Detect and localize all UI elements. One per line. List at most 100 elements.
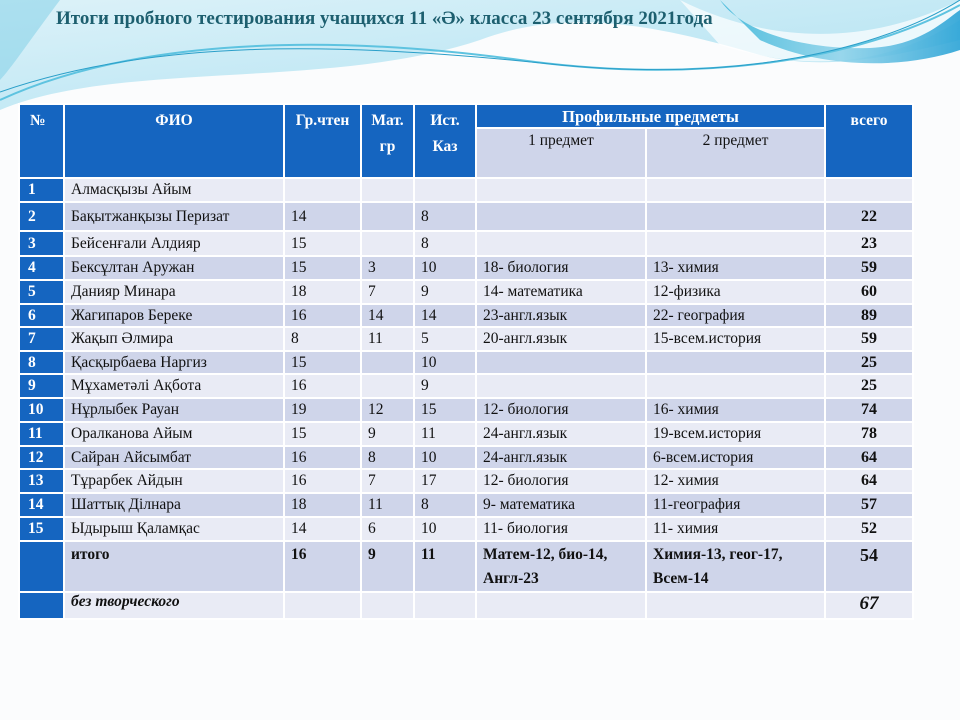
cell-name: Оралканова Айым (63, 421, 285, 447)
without-creative-row: без творческого 67 (18, 591, 915, 620)
page-title: Итоги пробного тестирования учащихся 11 … (56, 8, 713, 29)
cell-name: Жақып Әлмира (63, 326, 285, 352)
cell-name: Ыдырыш Қаламқас (63, 516, 285, 542)
table-row: 1 Алмасқызы Айым (18, 177, 915, 203)
cell-s1 (475, 177, 647, 203)
cell-num: 13 (18, 468, 65, 494)
cell-num: 7 (18, 326, 65, 352)
bez-cell-s1 (475, 591, 647, 620)
cell-total: 64 (824, 468, 915, 494)
cell-total: 59 (824, 255, 915, 281)
table-row: 2 Бақытжанқызы Перизат 14 8 22 (18, 201, 915, 232)
cell-history: 8 (413, 230, 477, 257)
cell-reading: 14 (283, 516, 362, 542)
cell-reading: 8 (283, 326, 362, 352)
header-total: всего (824, 103, 915, 179)
cell-total: 59 (824, 326, 915, 352)
cell-s2 (644, 373, 827, 399)
cell-math: 14 (360, 303, 415, 328)
cell-name: Тұрарбек Айдын (63, 468, 285, 494)
table-row: 13 Тұрарбек Айдын 16 7 17 12- биология 12- хим… (18, 468, 915, 494)
cell-name: Қасқырбаева Наргиз (63, 350, 285, 375)
cell-reading (283, 177, 362, 203)
cell-math: 12 (360, 397, 415, 423)
cell-math: 6 (360, 516, 415, 542)
cell-reading: 16 (283, 303, 362, 328)
cell-reading: 16 (283, 373, 362, 399)
cell-reading: 15 (283, 350, 362, 375)
cell-num: 8 (18, 350, 65, 375)
total-cell-reading: 16 (283, 540, 362, 593)
cell-reading: 15 (283, 230, 362, 257)
table-row: 12 Сайран Айсымбат 16 8 10 24-англ.язык 6-всем… (18, 445, 915, 470)
cell-s1: 12- биология (475, 397, 647, 423)
table-body: 1 Алмасқызы Айым 2 Бақытжанқызы Перизат 14 8 2… (18, 177, 915, 620)
cell-s2 (644, 350, 827, 375)
cell-num: 10 (18, 397, 65, 423)
cell-total: 74 (824, 397, 915, 423)
cell-total: 60 (824, 279, 915, 305)
cell-s1 (475, 373, 647, 399)
cell-s1: 9- математика (475, 492, 647, 518)
cell-history: 5 (413, 326, 477, 352)
cell-name: Бақытжанқызы Перизат (63, 201, 285, 232)
table-row: 10 Нұрлыбек Рауан 19 12 15 12- биология 16- хи… (18, 397, 915, 423)
cell-s2 (644, 230, 827, 257)
cell-s1: 24-англ.язык (475, 445, 647, 470)
table-row: 14 Шаттық Ділнара 18 11 8 9- математика 11-гео… (18, 492, 915, 518)
cell-history: 8 (413, 492, 477, 518)
table-row: 9 Мұхаметәлі Ақбота 16 9 25 (18, 373, 915, 399)
cell-total: 52 (824, 516, 915, 542)
cell-total: 57 (824, 492, 915, 518)
cell-total: 89 (824, 303, 915, 328)
cell-math (360, 177, 415, 203)
cell-reading: 18 (283, 492, 362, 518)
cell-s2: 11-география (644, 492, 827, 518)
cell-total: 64 (824, 445, 915, 470)
cell-name: Бейсенғали Алдияр (63, 230, 285, 257)
cell-s1: 12- биология (475, 468, 647, 494)
total-cell-total: 54 (824, 540, 915, 593)
cell-math: 3 (360, 255, 415, 281)
total-row: итого 16 9 11 Матем-12, био-14, Англ-23 Химия… (18, 540, 915, 593)
cell-total: 25 (824, 373, 915, 399)
cell-history: 8 (413, 201, 477, 232)
header-history: Ист. Каз (413, 103, 477, 179)
cell-history: 9 (413, 279, 477, 305)
cell-name: Алмасқызы Айым (63, 177, 285, 203)
cell-num: 15 (18, 516, 65, 542)
cell-math: 7 (360, 468, 415, 494)
cell-reading: 18 (283, 279, 362, 305)
cell-name: Мұхаметәлі Ақбота (63, 373, 285, 399)
cell-s2 (644, 177, 827, 203)
table-row: 4 Бексұлтан Аружан 15 3 10 18- биология 13- хи… (18, 255, 915, 281)
header-profile: Профильные предметы (474, 103, 827, 129)
total-cell-history: 11 (413, 540, 477, 593)
header-subject2: 2 предмет (644, 127, 827, 179)
cell-history (413, 177, 477, 203)
cell-num: 9 (18, 373, 65, 399)
bez-cell-s2 (644, 591, 827, 620)
cell-s2 (644, 201, 827, 232)
cell-math (360, 201, 415, 232)
cell-math (360, 230, 415, 257)
cell-math: 8 (360, 445, 415, 470)
cell-s2: 6-всем.история (644, 445, 827, 470)
cell-math (360, 373, 415, 399)
cell-s2: 13- химия (644, 255, 827, 281)
cell-s2: 12-физика (644, 279, 827, 305)
total-cell-s2: Химия-13, геог-17, Всем-14 (644, 540, 827, 593)
cell-s1: 20-англ.язык (475, 326, 647, 352)
total-cell-label: итого (63, 540, 285, 593)
cell-num: 14 (18, 492, 65, 518)
bez-cell-label: без творческого (63, 591, 285, 620)
bez-cell-reading (283, 591, 362, 620)
table-row: 7 Жақып Әлмира 8 11 5 20-англ.язык 15-всем.ист… (18, 326, 915, 352)
cell-num: 2 (18, 201, 65, 232)
cell-history: 9 (413, 373, 477, 399)
cell-s2: 22- география (644, 303, 827, 328)
table-row: 6 Жагипаров Береке 16 14 14 23-англ.язык 22- г… (18, 303, 915, 328)
cell-history: 14 (413, 303, 477, 328)
cell-s1: 23-англ.язык (475, 303, 647, 328)
cell-name: Данияр Минара (63, 279, 285, 305)
